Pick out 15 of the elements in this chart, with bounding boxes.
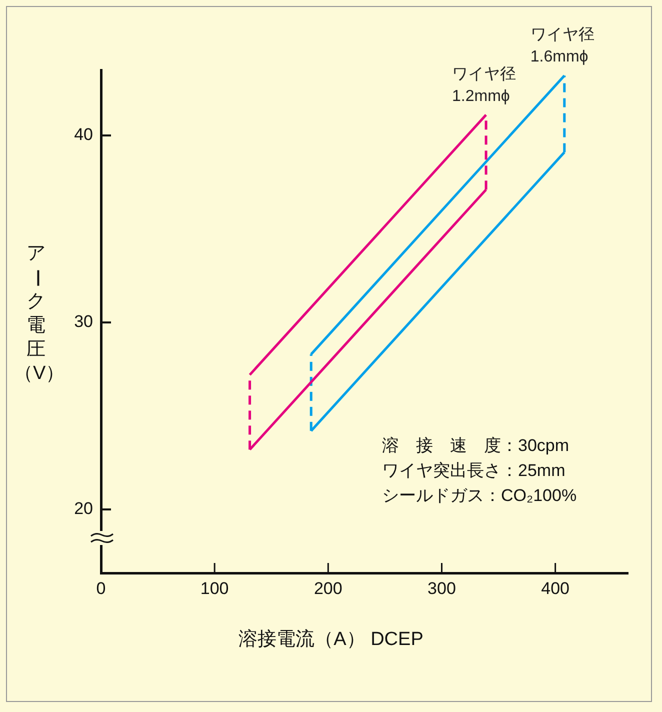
y-axis-title: アーク電圧（V） (14, 242, 65, 386)
annotation: 溶 接 速 度：30cpm (382, 435, 570, 457)
x-tick-label: 200 (314, 578, 342, 598)
annotation: シールドガス：CO₂100% (382, 485, 577, 507)
x-tick-label: 300 (428, 578, 456, 598)
y-tick-label: 40 (74, 125, 93, 144)
series-label: ワイヤ径 1.2mmϕ (452, 66, 516, 105)
y-tick-label: 30 (74, 312, 93, 332)
series-label: ワイヤ径 1.6mmϕ (530, 26, 594, 66)
x-tick-label: 400 (541, 578, 570, 598)
y-tick-label: 20 (74, 499, 93, 518)
x-axis-title: 溶接電流（A） DCEP (238, 628, 424, 652)
x-tick-label: 0 (96, 578, 106, 598)
annotation: ワイヤ突出長さ：25mm (382, 460, 566, 482)
x-tick-label: 100 (200, 578, 229, 598)
